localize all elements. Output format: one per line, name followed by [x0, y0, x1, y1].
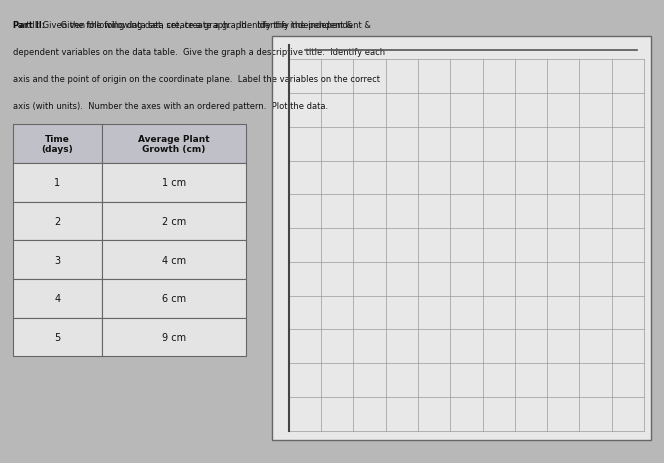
Text: 2 cm: 2 cm [161, 217, 186, 226]
Bar [102, 279, 246, 318]
Bar [102, 318, 246, 357]
Bar [13, 202, 102, 241]
Text: axis (with units).  Number the axes with an ordered pattern.  Plot the data.: axis (with units). Number the axes with … [13, 101, 329, 110]
Text: Average Plant
Growth (cm): Average Plant Growth (cm) [138, 135, 209, 154]
Bar [13, 279, 102, 318]
Text: Part II:: Part II: [13, 21, 45, 30]
Text: 1 cm: 1 cm [161, 178, 186, 188]
Text: Time
(days): Time (days) [42, 135, 73, 154]
Text: 4: 4 [54, 294, 60, 304]
Text: axis and the point of origin on the coordinate plane.  Label the variables on th: axis and the point of origin on the coor… [13, 75, 380, 83]
Text: 5: 5 [54, 332, 60, 342]
Bar [272, 37, 651, 440]
Bar [13, 163, 102, 202]
Text: dependent variables on the data table.  Give the graph a descriptive title.  Ide: dependent variables on the data table. G… [13, 48, 385, 56]
Text: 2: 2 [54, 217, 60, 226]
Bar [13, 318, 102, 357]
Bar [272, 37, 651, 440]
Text: Part II: Given the following data set, create a graph.   Identify the independen: Part II: Given the following data set, c… [13, 21, 353, 30]
Bar [13, 125, 102, 163]
Bar [102, 241, 246, 279]
Bar [102, 125, 246, 163]
Text: 1: 1 [54, 178, 60, 188]
Text: Given the following data set, create a graph.   Identify the independent &: Given the following data set, create a g… [58, 21, 371, 30]
Text: 4 cm: 4 cm [161, 255, 186, 265]
Text: 3: 3 [54, 255, 60, 265]
Bar [102, 163, 246, 202]
Bar [102, 202, 246, 241]
Text: 6 cm: 6 cm [161, 294, 186, 304]
Text: 9 cm: 9 cm [161, 332, 186, 342]
Bar [13, 241, 102, 279]
